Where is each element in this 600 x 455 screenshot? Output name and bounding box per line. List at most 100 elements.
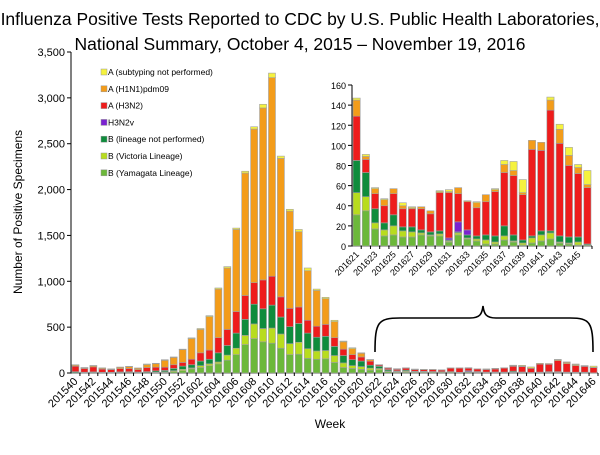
inset-bar-segment bbox=[445, 193, 452, 238]
main-bar-segment bbox=[188, 339, 195, 360]
main-bar-segment bbox=[286, 344, 293, 355]
main-bar-segment bbox=[260, 309, 267, 329]
main-bar-segment bbox=[313, 290, 320, 326]
main-bar-segment bbox=[590, 366, 597, 367]
inset-bar-segment bbox=[362, 159, 369, 172]
inset-bar-segment bbox=[362, 154, 369, 156]
inset-bar-segment bbox=[455, 222, 462, 232]
legend-swatch bbox=[101, 170, 107, 176]
main-bar-segment bbox=[161, 360, 168, 367]
main-bar-segment bbox=[286, 355, 293, 373]
main-y-tick-label: 0 bbox=[59, 368, 65, 380]
main-bar-segment bbox=[206, 359, 213, 364]
inset-bar-segment bbox=[584, 188, 591, 244]
main-bar-segment bbox=[260, 329, 267, 342]
legend-swatch bbox=[101, 119, 107, 125]
inset-bar-segment bbox=[538, 231, 545, 235]
main-bar-segment bbox=[492, 369, 499, 372]
main-bar-segment bbox=[295, 232, 302, 307]
main-bar-segment bbox=[554, 361, 561, 372]
main-bar-segment bbox=[251, 324, 258, 339]
main-bar-segment bbox=[251, 129, 258, 283]
legend-label: B (lineage not performed) bbox=[108, 134, 205, 144]
main-bar-segment bbox=[268, 78, 275, 277]
main-bar-segment bbox=[563, 364, 570, 372]
main-bar-segment bbox=[358, 367, 365, 370]
main-bar-segment bbox=[572, 366, 579, 373]
main-bar-segment bbox=[277, 297, 284, 317]
legend-swatch bbox=[101, 136, 107, 142]
inset-bar-segment bbox=[362, 211, 369, 246]
inset-bar-segment bbox=[556, 243, 563, 246]
main-bar-segment bbox=[358, 361, 365, 367]
main-bar-segment bbox=[286, 327, 293, 344]
main-bar-segment bbox=[528, 368, 535, 372]
main-bar-segment bbox=[340, 342, 347, 349]
inset-bar-segment bbox=[362, 156, 369, 159]
main-y-tick-label: 1,500 bbox=[37, 230, 65, 242]
main-bar-segment bbox=[242, 319, 249, 335]
main-bar-segment bbox=[528, 367, 535, 368]
legend-label: B (Yamagata Lineage) bbox=[108, 168, 193, 178]
main-bar-segment bbox=[349, 355, 356, 360]
main-bar-segment bbox=[304, 333, 311, 349]
inset-bar-segment bbox=[381, 223, 388, 230]
main-bar-segment bbox=[268, 276, 275, 305]
inset-bar-segment bbox=[371, 223, 378, 229]
inset-bar-segment bbox=[538, 150, 545, 231]
main-bar-segment bbox=[367, 361, 374, 365]
main-bar-segment bbox=[233, 229, 240, 311]
inset-bar-segment bbox=[547, 110, 554, 231]
inset-bar-segment bbox=[538, 235, 545, 241]
main-bar-segment bbox=[215, 353, 222, 362]
inset-bar-segment bbox=[528, 238, 535, 243]
main-y-tick-label: 3,000 bbox=[37, 93, 65, 105]
inset-bar-segment bbox=[528, 243, 535, 246]
main-y-tick-label: 1,000 bbox=[37, 276, 65, 288]
inset-bar-segment bbox=[519, 180, 526, 193]
main-bar-segment bbox=[224, 268, 231, 329]
main-bar-segment bbox=[233, 333, 240, 348]
inset-bar-segment bbox=[408, 209, 415, 227]
main-bar-segment bbox=[465, 368, 472, 371]
main-bar-segment bbox=[161, 367, 168, 370]
main-bar-segment bbox=[170, 368, 177, 370]
main-bar-segment bbox=[108, 370, 115, 373]
inset-bar-segment bbox=[519, 193, 526, 195]
inset-bar-segment bbox=[501, 160, 508, 164]
main-bar-segment bbox=[242, 296, 249, 320]
main-bar-segment bbox=[277, 348, 284, 373]
inset-bar-segment bbox=[381, 200, 388, 206]
main-bar-segment bbox=[340, 367, 347, 373]
chart-subtitle: National Summary, October 4, 2015 – Nove… bbox=[74, 34, 525, 54]
inset-bar-segment bbox=[510, 171, 517, 176]
main-bar-segment bbox=[536, 363, 543, 364]
inset-bar-segment bbox=[408, 237, 415, 246]
inset-bar-segment bbox=[353, 193, 360, 215]
inset-y-tick-label: 100 bbox=[331, 141, 346, 151]
main-bar-segment bbox=[152, 367, 159, 371]
main-bar-segment bbox=[322, 336, 329, 350]
inset-bar-segment bbox=[381, 230, 388, 236]
inset-plot: 0204060801001201401602016212016232016252… bbox=[331, 81, 592, 278]
main-bar-segment bbox=[286, 308, 293, 326]
inset-bar-segment bbox=[538, 142, 545, 150]
main-bar-segment bbox=[277, 158, 284, 296]
inset-bar-segment bbox=[371, 188, 378, 189]
main-bar-segment bbox=[349, 348, 356, 349]
main-bar-segment bbox=[304, 271, 311, 321]
main-bar-segment bbox=[349, 360, 356, 366]
main-bar-segment bbox=[188, 369, 195, 373]
inset-bar-segment bbox=[547, 233, 554, 239]
main-bar-segment bbox=[313, 351, 320, 359]
main-bar-segment bbox=[501, 368, 508, 372]
inset-bar-segment bbox=[491, 242, 498, 244]
main-bar-segment bbox=[251, 283, 258, 305]
main-bar-segment bbox=[358, 357, 365, 361]
inset-bar-segment bbox=[399, 237, 406, 246]
inset-bar-segment bbox=[556, 129, 563, 143]
inset-bar-segment bbox=[501, 240, 508, 246]
inset-bar-segment bbox=[547, 100, 554, 110]
inset-bar-segment bbox=[510, 235, 517, 241]
inset-bar-segment bbox=[519, 243, 526, 245]
